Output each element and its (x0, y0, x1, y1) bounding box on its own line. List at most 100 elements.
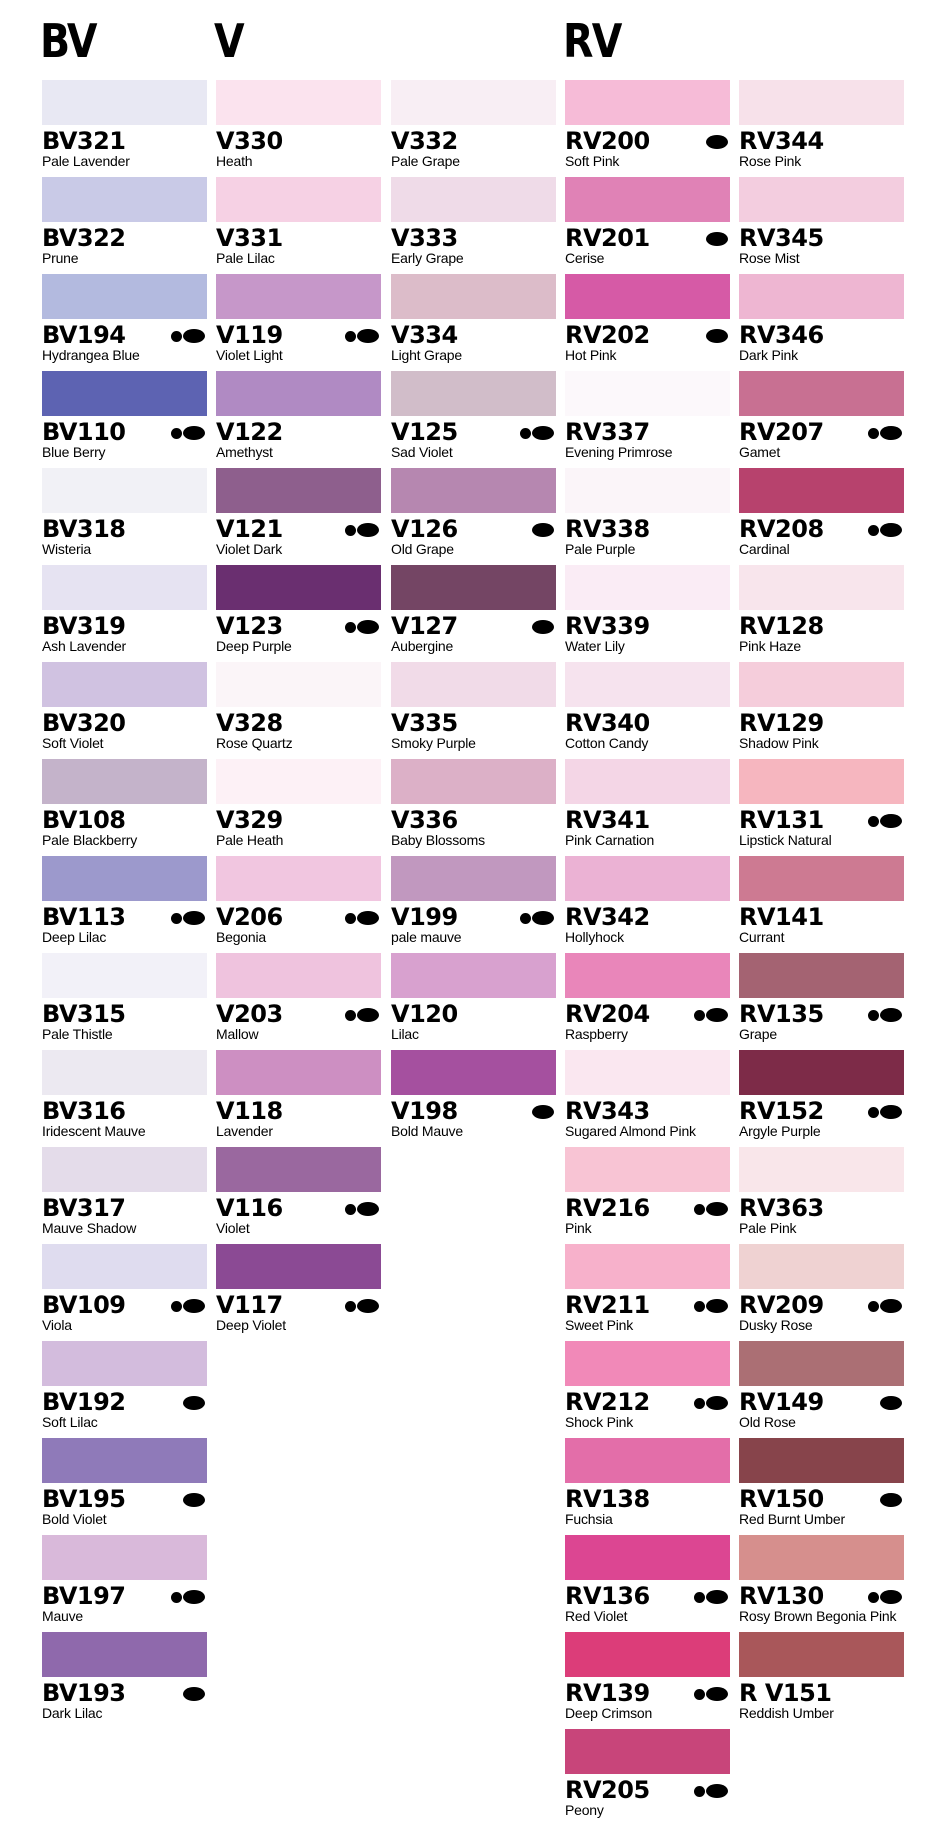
color-code: BV197 (42, 1582, 126, 1610)
color-code: RV344 (739, 127, 824, 155)
color-swatch (739, 371, 904, 416)
code-line: V335 (391, 710, 556, 736)
small-nib-icon (868, 1300, 879, 1312)
color-name: Pink Carnation (565, 832, 655, 848)
swatch-card: RV343 Sugared Almond Pink (565, 1050, 730, 1147)
color-swatch (42, 371, 207, 416)
color-swatch (42, 1438, 207, 1483)
code-line: V332 (391, 128, 556, 154)
code-line: RV207 (739, 419, 904, 445)
color-swatch (739, 953, 904, 998)
code-line: RV211 (565, 1292, 730, 1318)
nib-dots-icon (171, 1590, 205, 1604)
large-nib-icon (880, 523, 902, 537)
group-title-v: V (214, 14, 245, 68)
swatch-card: V198 Bold Mauve (391, 1050, 556, 1147)
code-line: V198 (391, 1098, 556, 1124)
color-name: Red Burnt Umber (739, 1511, 845, 1527)
swatch-card: BV195 Bold Violet (42, 1438, 207, 1535)
swatch-card: BV316 Iridescent Mauve (42, 1050, 207, 1147)
swatch-card: RV346 Dark Pink (739, 274, 904, 371)
color-swatch (216, 80, 381, 125)
color-swatch (42, 1632, 207, 1677)
color-name: Early Grape (391, 250, 464, 266)
nib-dots-icon (694, 1687, 728, 1701)
color-name: Reddish Umber (739, 1705, 834, 1721)
color-swatch (216, 856, 381, 901)
color-code: RV136 (565, 1582, 650, 1610)
color-name: Begonia (216, 929, 266, 945)
swatch-card: RV200 Soft Pink (565, 80, 730, 177)
color-code: V121 (216, 515, 283, 543)
color-name: Rose Pink (739, 153, 802, 169)
code-line: V122 (216, 419, 381, 445)
color-name: Mallow (216, 1026, 259, 1042)
color-code: V119 (216, 321, 283, 349)
color-swatch (565, 953, 730, 998)
large-nib-icon (880, 814, 902, 828)
color-code: BV110 (42, 418, 126, 446)
swatch-card: RV208 Cardinal (739, 468, 904, 565)
nib-dots-icon (868, 1590, 902, 1604)
color-code: RV139 (565, 1679, 650, 1707)
nib-dots-icon (171, 329, 205, 343)
color-name: Red Violet (565, 1608, 628, 1624)
large-nib-icon (183, 1396, 205, 1410)
color-code: V328 (216, 709, 283, 737)
swatch-card: V127 Aubergine (391, 565, 556, 662)
color-name: Hydrangea Blue (42, 347, 140, 363)
color-swatch (391, 80, 556, 125)
color-name: Iridescent Mauve (42, 1123, 146, 1139)
code-line: RV216 (565, 1195, 730, 1221)
large-nib-icon (183, 911, 205, 925)
color-swatch (565, 856, 730, 901)
swatch-card: V125 Sad Violet (391, 371, 556, 468)
nib-dots-icon (345, 1299, 379, 1313)
color-code: BV320 (42, 709, 126, 737)
color-swatch (565, 759, 730, 804)
color-code: RV209 (739, 1291, 824, 1319)
swatch-card: RV339 Water Lily (565, 565, 730, 662)
color-name: Lavender (216, 1123, 273, 1139)
swatch-card: RV209 Dusky Rose (739, 1244, 904, 1341)
color-swatch (565, 1535, 730, 1580)
small-nib-icon (345, 1009, 356, 1021)
color-code: RV337 (565, 418, 650, 446)
swatch-card: R V151 Reddish Umber (739, 1632, 904, 1729)
color-swatch (391, 856, 556, 901)
swatch-card: RV211 Sweet Pink (565, 1244, 730, 1341)
color-code: RV205 (565, 1776, 650, 1804)
swatch-card: BV110 Blue Berry (42, 371, 207, 468)
code-line: RV152 (739, 1098, 904, 1124)
swatch-card: V199 pale mauve (391, 856, 556, 953)
color-code: RV131 (739, 806, 824, 834)
nib-dots-icon (345, 329, 379, 343)
large-nib-icon (880, 426, 902, 440)
color-swatch (565, 1438, 730, 1483)
code-line: RV141 (739, 904, 904, 930)
code-line: RV129 (739, 710, 904, 736)
code-line: BV195 (42, 1486, 207, 1512)
code-line: RV338 (565, 516, 730, 542)
color-code: RV130 (739, 1582, 824, 1610)
swatch-card: BV194 Hydrangea Blue (42, 274, 207, 371)
code-line: V329 (216, 807, 381, 833)
code-line: RV346 (739, 322, 904, 348)
color-name: Prune (42, 250, 79, 266)
code-line: BV318 (42, 516, 207, 542)
small-nib-icon (345, 621, 356, 633)
color-name: Deep Lilac (42, 929, 107, 945)
color-swatch (216, 274, 381, 319)
color-swatch (739, 274, 904, 319)
color-swatch (565, 1147, 730, 1192)
color-code: V116 (216, 1194, 283, 1222)
large-nib-icon (357, 523, 379, 537)
color-name: Ash Lavender (42, 638, 126, 654)
color-swatch (42, 856, 207, 901)
swatch-card: BV197 Mauve (42, 1535, 207, 1632)
color-name: Shadow Pink (739, 735, 819, 751)
color-swatch (216, 662, 381, 707)
nib-dots-icon (706, 329, 728, 343)
small-nib-icon (694, 1785, 705, 1797)
color-code: V334 (391, 321, 458, 349)
